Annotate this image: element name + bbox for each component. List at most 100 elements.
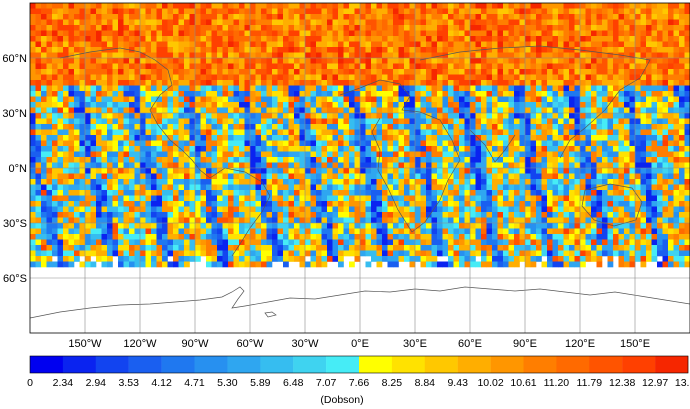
- data-cell: [514, 96, 520, 103]
- data-cell: [178, 151, 185, 158]
- data-cell: [382, 118, 388, 125]
- data-cell: [343, 190, 350, 196]
- data-cell: [310, 173, 317, 180]
- data-cell: [200, 8, 207, 15]
- data-cell: [222, 124, 229, 130]
- data-cell: [371, 8, 377, 15]
- data-cell: [679, 184, 685, 191]
- data-cell: [508, 102, 515, 108]
- data-cell: [299, 201, 306, 207]
- data-cell: [371, 223, 377, 229]
- data-cell: [398, 162, 405, 169]
- data-cell: [178, 14, 185, 20]
- data-cell: [35, 8, 42, 15]
- data-cell: [618, 212, 625, 218]
- data-cell: [426, 41, 432, 48]
- data-cell: [107, 3, 113, 9]
- data-cell: [200, 195, 207, 202]
- data-cell: [310, 135, 317, 141]
- data-cell: [195, 3, 201, 9]
- data-cell: [79, 107, 86, 114]
- data-cell: [563, 124, 570, 130]
- data-cell: [679, 19, 685, 26]
- data-cell: [74, 19, 80, 26]
- data-cell: [409, 91, 416, 97]
- data-cell: [492, 96, 498, 103]
- data-cell: [101, 157, 108, 163]
- data-cell: [525, 217, 531, 224]
- data-cell: [162, 14, 168, 20]
- data-cell: [596, 173, 603, 180]
- data-cell: [442, 173, 449, 180]
- data-cell: [684, 8, 690, 15]
- data-cell: [673, 124, 680, 130]
- data-cell: [173, 8, 179, 15]
- data-cell: [464, 173, 471, 180]
- data-cell: [514, 179, 520, 185]
- data-cell: [250, 30, 256, 37]
- data-cell: [261, 36, 267, 42]
- data-cell: [96, 63, 102, 70]
- data-cell: [228, 168, 234, 174]
- data-cell: [294, 118, 300, 125]
- data-cell: [453, 30, 460, 37]
- data-cell: [310, 206, 317, 213]
- data-cell: [217, 41, 223, 48]
- data-cell: [393, 162, 399, 169]
- data-cell: [662, 146, 669, 152]
- data-cell: [673, 201, 680, 207]
- data-cell: [195, 206, 201, 213]
- data-cell: [200, 91, 207, 97]
- data-cell: [332, 14, 339, 20]
- data-cell: [173, 80, 179, 86]
- data-cell: [74, 63, 80, 70]
- data-cell: [244, 151, 251, 158]
- data-cell: [79, 212, 86, 218]
- data-cell: [222, 19, 229, 26]
- data-cell: [184, 63, 190, 70]
- data-cell: [151, 217, 157, 224]
- data-cell: [371, 102, 377, 108]
- data-cell: [662, 85, 669, 92]
- data-cell: [398, 140, 405, 147]
- data-cell: [107, 41, 113, 48]
- data-cell: [239, 228, 245, 235]
- data-cell: [299, 3, 306, 9]
- data-cell: [173, 212, 179, 218]
- data-cell: [486, 173, 493, 180]
- data-cell: [486, 184, 493, 191]
- data-cell: [547, 74, 553, 81]
- data-cell: [200, 135, 207, 141]
- data-cell: [547, 173, 553, 180]
- data-cell: [503, 168, 509, 174]
- data-cell: [321, 228, 328, 235]
- data-cell: [635, 206, 641, 213]
- data-cell: [371, 25, 377, 31]
- data-cell: [607, 201, 614, 207]
- data-cell: [426, 212, 432, 218]
- data-cell: [668, 118, 674, 125]
- data-cell: [90, 91, 97, 97]
- data-cell: [173, 146, 179, 152]
- data-cell: [569, 113, 575, 119]
- data-cell: [574, 151, 581, 158]
- data-cell: [580, 113, 586, 119]
- data-cell: [233, 135, 240, 141]
- data-cell: [250, 157, 256, 163]
- data-cell: [327, 3, 333, 9]
- data-cell: [101, 140, 108, 147]
- data-cell: [244, 173, 251, 180]
- data-cell: [30, 96, 36, 103]
- data-cell: [217, 184, 223, 191]
- data-cell: [239, 157, 245, 163]
- data-cell: [354, 8, 361, 15]
- data-cell: [283, 96, 289, 103]
- data-cell: [217, 173, 223, 180]
- data-cell: [536, 58, 542, 64]
- data-cell: [503, 206, 509, 213]
- data-cell: [57, 69, 64, 75]
- data-cell: [228, 25, 234, 31]
- data-cell: [376, 63, 383, 70]
- data-cell: [371, 41, 377, 48]
- data-cell: [288, 96, 295, 103]
